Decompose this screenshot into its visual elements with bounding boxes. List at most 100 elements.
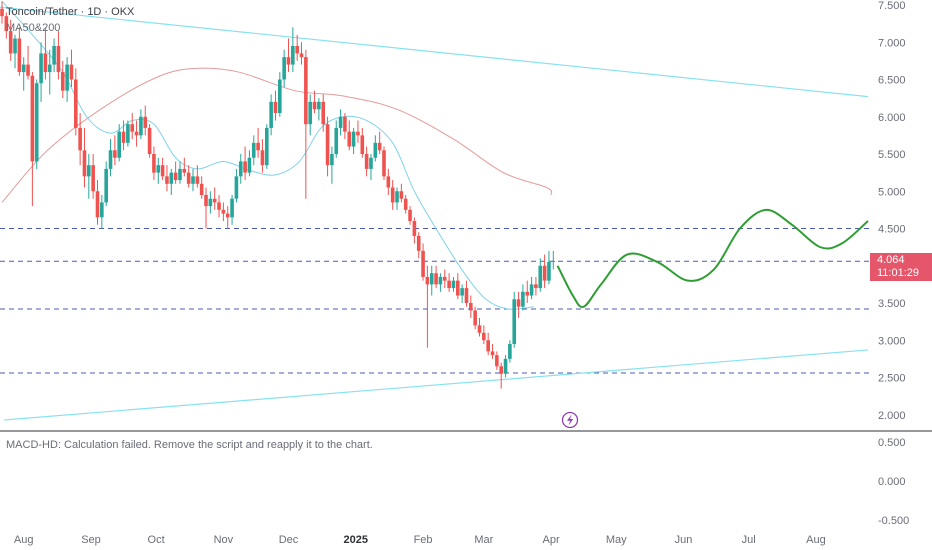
candle-103: [447, 273, 451, 292]
last-price-tag: 4.064 11:01:29: [870, 253, 932, 281]
candle-body: [52, 45, 56, 65]
candle-body: [260, 150, 265, 166]
candle-body: [286, 57, 291, 65]
time-tick-label: Feb: [414, 534, 433, 546]
candle-91: [395, 187, 399, 210]
moving-averages: [1, 0, 553, 310]
candle-body: [43, 53, 48, 73]
candle-body: [538, 265, 543, 289]
candle-body: [87, 165, 91, 177]
candle-body: [156, 165, 161, 173]
candle-body: [126, 124, 130, 143]
candle-body: [264, 127, 269, 166]
candle-70: [304, 49, 308, 199]
candle-body: [134, 131, 139, 136]
candle-body: [499, 366, 503, 374]
candle-25: [108, 139, 113, 177]
candle-45: [195, 165, 200, 188]
macd-error-message: MACD-HD: Calculation failed. Remove the …: [6, 439, 373, 451]
candle-99: [429, 265, 434, 296]
candle-body: [173, 172, 178, 181]
time-tick-label: Apr: [543, 534, 560, 546]
candle-35: [152, 146, 156, 181]
ma200-line: [1, 67, 553, 203]
trendlines: [0, 6, 869, 421]
candle-56: [243, 146, 247, 181]
time-axis: Aug Sep Oct Nov Dec 2025 Feb Mar Apr May Jun Jul Aug: [14, 534, 826, 546]
candle-body: [490, 351, 495, 356]
candle-77: [334, 120, 339, 158]
candle-13: [56, 31, 61, 80]
candle-83: [360, 127, 365, 158]
candle-54: [234, 168, 239, 203]
flash-icon[interactable]: [561, 411, 579, 429]
candle-body: [438, 276, 443, 285]
candle-116: [503, 355, 508, 378]
candle-body: [221, 209, 226, 214]
candle-68: [295, 34, 299, 61]
candle-28: [121, 120, 126, 151]
candle-93: [403, 194, 408, 214]
candle-29: [126, 120, 130, 147]
candle-97: [421, 243, 425, 281]
candle-50: [217, 194, 221, 218]
candle-body: [429, 273, 434, 285]
candle-122: [529, 276, 534, 300]
candle-body: [4, 16, 9, 32]
candle-body: [408, 209, 412, 222]
candle-body: [278, 79, 282, 114]
candle-body: [208, 198, 213, 207]
candle-102: [442, 269, 447, 289]
candle-body: [247, 157, 252, 173]
candle-body: [434, 273, 438, 285]
candle-126: [547, 250, 551, 285]
macd-tick-label: -0.500: [878, 515, 909, 527]
candle-body: [169, 172, 174, 184]
candle-body: [34, 83, 39, 162]
candle-body: [551, 260, 556, 263]
candle-body: [234, 176, 239, 199]
candle-61: [264, 124, 269, 169]
candle-14: [60, 60, 65, 99]
candle-body: [230, 198, 234, 218]
candle-body: [91, 165, 95, 192]
candle-36: [156, 157, 161, 184]
candle-24: [104, 161, 108, 207]
candle-body: [338, 116, 343, 128]
macd-tick-label: 0.000: [878, 476, 906, 488]
chart-title: Toncoin/Tether · 1D · OKX: [6, 6, 135, 18]
ma50-line: [1, 0, 534, 310]
candle-0: [0, 1, 4, 24]
horizontal-levels: [0, 228, 870, 374]
candle-body: [477, 325, 482, 333]
time-tick-label: May: [606, 534, 627, 546]
price-tick-label: 6.500: [878, 75, 906, 87]
candle-39: [169, 168, 174, 195]
candle-123: [534, 276, 538, 296]
candle-127: [551, 250, 556, 270]
candle-64: [278, 72, 282, 117]
candle-body: [321, 101, 326, 125]
candle-body: [143, 116, 148, 128]
candle-body: [416, 235, 421, 251]
candle-body: [508, 343, 512, 359]
candle-34: [147, 124, 152, 158]
candle-74: [321, 94, 326, 132]
candle-body: [330, 154, 334, 166]
candle-body: [251, 142, 256, 158]
projection-path: [556, 208, 869, 309]
price-tick-label: 3.500: [878, 298, 906, 310]
candle-body: [282, 57, 286, 80]
candle-body: [312, 101, 317, 110]
candle-92: [399, 183, 404, 203]
candle-96: [416, 232, 421, 259]
candle-6: [26, 45, 30, 80]
candle-body: [351, 131, 356, 147]
time-tick-label: Sep: [81, 534, 101, 546]
candle-12: [52, 38, 56, 73]
candle-body: [464, 288, 469, 303]
candle-33: [143, 105, 148, 136]
candle-57: [247, 150, 252, 177]
candle-body: [39, 53, 43, 84]
